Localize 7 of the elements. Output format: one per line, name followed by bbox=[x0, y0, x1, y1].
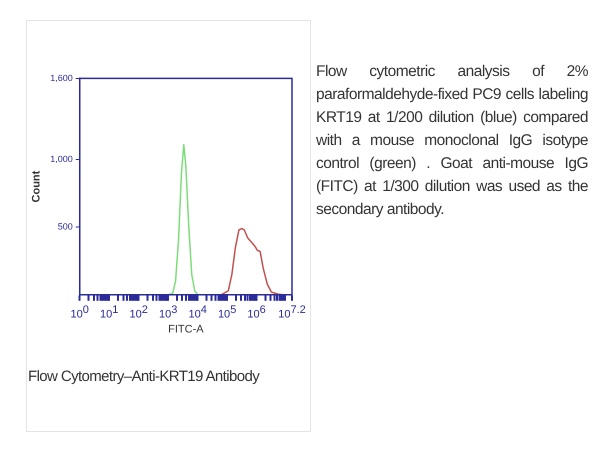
y-axis-title: Count bbox=[30, 170, 43, 202]
x-axis-title: FITC-A bbox=[168, 323, 204, 336]
text: Flow cytometric analysis of 2% paraformaldehyde-fixed PC9 cells labeling KRT19 at 1/200 dilution (blue) compared with a mouse monoclonal IgG isotype control (green) . Goat anti-mouse IgG (FITC) at 1/300 dilution was used as the secondary antibody. bbox=[316, 62, 588, 220]
text: Flow Cytometry–Anti-KRT19 Antibody bbox=[28, 368, 261, 385]
y-tick-label: 1,000 bbox=[50, 154, 73, 164]
y-tick-label: 500 bbox=[58, 222, 73, 232]
y-tick-label: 1,600 bbox=[50, 72, 73, 83]
